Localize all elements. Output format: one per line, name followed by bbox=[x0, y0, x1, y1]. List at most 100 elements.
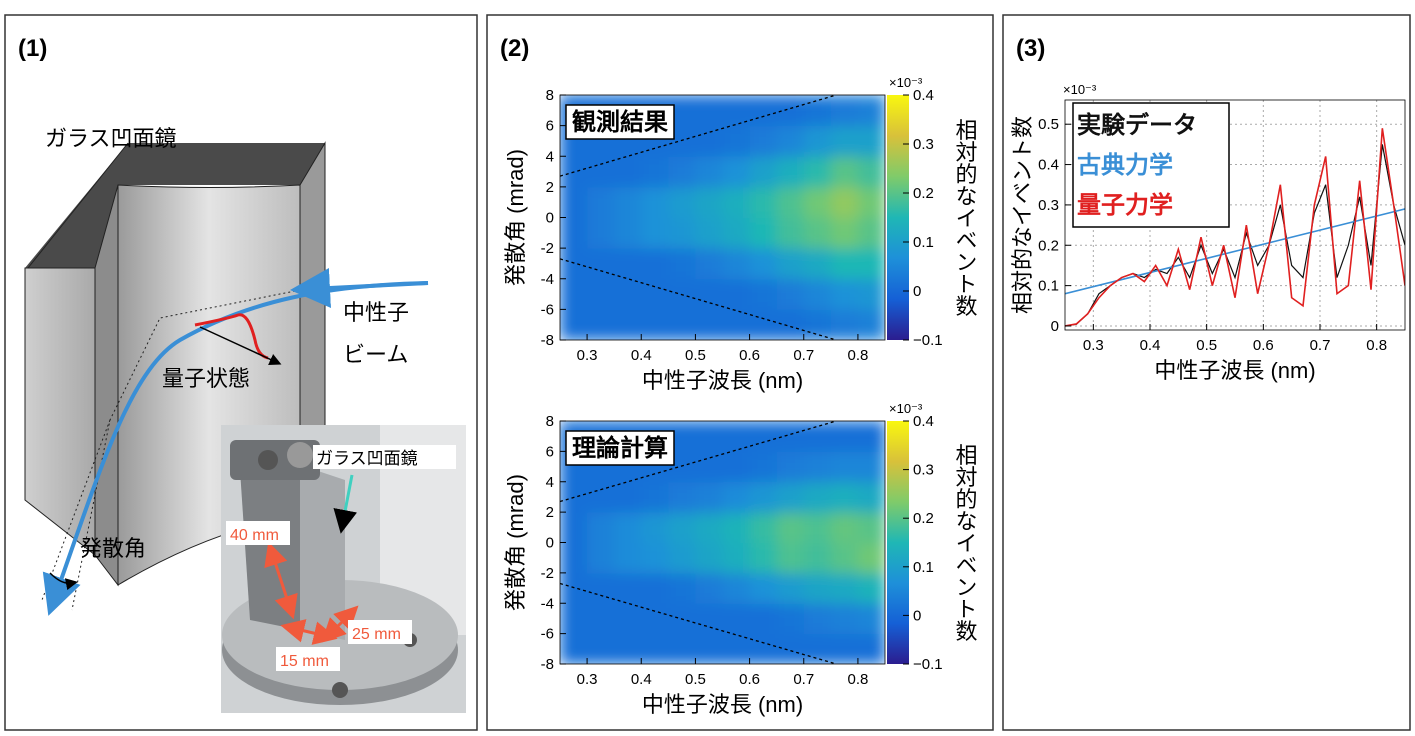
heatmap-cell bbox=[560, 278, 588, 310]
heatmap-cell bbox=[614, 633, 642, 664]
y-tick-label: 0.3 bbox=[1038, 197, 1059, 214]
y-tick-label: -8 bbox=[541, 332, 554, 349]
heatmap-cell bbox=[668, 156, 696, 188]
heatmap-cell bbox=[560, 633, 588, 664]
heatmap-cell bbox=[695, 421, 723, 452]
colorbar bbox=[887, 95, 909, 340]
heatmap-cell bbox=[695, 572, 723, 604]
heatmap-cell bbox=[776, 95, 805, 127]
heatmap-cell bbox=[803, 542, 832, 574]
heatmap-cell bbox=[776, 421, 805, 452]
heatmap-cell bbox=[722, 125, 751, 157]
heatmap-cell bbox=[803, 125, 832, 157]
heatmap-cell bbox=[857, 451, 885, 483]
heatmap-cell bbox=[830, 95, 859, 127]
colorbar-tick-label: 0.2 bbox=[913, 510, 934, 527]
heatmap-cell bbox=[641, 633, 669, 664]
colorbar-tick-label: 0 bbox=[913, 607, 921, 624]
state-label: 量子状態 bbox=[162, 366, 250, 391]
angle-label: 発散角 bbox=[80, 536, 146, 561]
x-tick-label: 0.4 bbox=[1140, 337, 1161, 354]
colorbar-tick-label: −0.1 bbox=[913, 656, 943, 673]
heatmap-cell bbox=[614, 512, 642, 543]
heatmap-cell bbox=[776, 125, 805, 157]
heatmap-cell bbox=[695, 156, 723, 188]
beam-label: ビーム bbox=[343, 342, 408, 367]
heatmap-cell bbox=[830, 542, 859, 574]
panel-label: (2) bbox=[500, 35, 529, 62]
heatmap-cell bbox=[560, 309, 588, 340]
panel-label: (3) bbox=[1016, 35, 1045, 62]
heatmap-cell bbox=[641, 186, 669, 218]
heatmap-cell bbox=[668, 542, 696, 574]
heatmap-cell bbox=[830, 248, 859, 280]
heatmap-cell bbox=[695, 512, 723, 543]
heatmap-cell bbox=[695, 248, 723, 280]
x-tick-label: 0.8 bbox=[1366, 337, 1387, 354]
heatmap-cell bbox=[614, 278, 642, 310]
heatmap-cell bbox=[695, 125, 723, 157]
mirror-drawing bbox=[24, 141, 429, 616]
heatmap-cell bbox=[614, 217, 642, 249]
heatmap-cell bbox=[830, 421, 859, 452]
x-tick-label: 0.5 bbox=[685, 347, 706, 364]
heatmap-cell bbox=[587, 572, 615, 604]
heatmap-cell bbox=[587, 309, 615, 340]
heatmap-cell bbox=[776, 248, 805, 280]
heatmap-cell bbox=[749, 633, 778, 664]
y-tick-label: 2 bbox=[546, 179, 554, 196]
legend-entry: 量子力学 bbox=[1077, 191, 1173, 219]
heatmap-cell bbox=[749, 248, 778, 280]
series-line bbox=[1065, 128, 1405, 327]
heatmap-cell bbox=[749, 542, 778, 574]
colorbar-tick-label: 0.3 bbox=[913, 462, 934, 479]
heatmap-cell bbox=[830, 309, 859, 340]
y-tick-label: 0.5 bbox=[1038, 116, 1059, 133]
x-tick-label: 0.5 bbox=[685, 671, 706, 688]
colorbar-tick-label: 0.4 bbox=[913, 87, 934, 104]
heatmap-cell bbox=[614, 186, 642, 218]
heatmap-cell bbox=[722, 451, 751, 483]
y-axis-label: 発散角 (mrad) bbox=[503, 149, 528, 286]
y-tick-label: 0.2 bbox=[1038, 237, 1059, 254]
heatmap-cell bbox=[641, 217, 669, 249]
x-tick-label: 0.3 bbox=[577, 671, 598, 688]
panel-frame bbox=[486, 14, 994, 731]
heatmap-cell bbox=[722, 278, 751, 310]
photo bbox=[221, 425, 466, 713]
plot-area bbox=[1065, 128, 1405, 327]
heatmap-cell bbox=[641, 572, 669, 604]
heatmap-cell bbox=[722, 309, 751, 340]
heatmap-cell bbox=[776, 603, 805, 635]
x-tick-label: 0.3 bbox=[1083, 337, 1104, 354]
y-tick-label: 8 bbox=[546, 413, 554, 430]
legend-box bbox=[1072, 102, 1230, 228]
heatmap-cell bbox=[560, 603, 588, 635]
heatmap-cell bbox=[776, 309, 805, 340]
heatmap-cell bbox=[749, 217, 778, 249]
heatmap-cell bbox=[641, 309, 669, 340]
colorbar-label: 相対的なイベント数 bbox=[953, 444, 978, 642]
heatmap-cell bbox=[560, 512, 588, 543]
heatmap-cell bbox=[776, 451, 805, 483]
heatmap-cell bbox=[695, 217, 723, 249]
heatmap-cell bbox=[803, 421, 832, 452]
heatmap-cell bbox=[830, 633, 859, 664]
heatmap-cell bbox=[668, 186, 696, 218]
heatmap-cell bbox=[803, 603, 832, 635]
heatmap-cell bbox=[587, 603, 615, 635]
heatmap-cell bbox=[749, 125, 778, 157]
heatmap-cell bbox=[803, 512, 832, 543]
colorbar-scale: ×10⁻³ bbox=[889, 75, 923, 90]
title-box bbox=[565, 104, 675, 140]
heatmap-cell bbox=[587, 542, 615, 574]
heatmap-cell bbox=[560, 248, 588, 280]
beam-label: 中性子 bbox=[343, 300, 409, 325]
heatmap-cell bbox=[776, 542, 805, 574]
heatmap-cell bbox=[668, 633, 696, 664]
heatmap-cell bbox=[749, 309, 778, 340]
heatmap-cell bbox=[749, 603, 778, 635]
x-tick-label: 0.7 bbox=[1310, 337, 1331, 354]
heatmap-cell bbox=[803, 278, 832, 310]
